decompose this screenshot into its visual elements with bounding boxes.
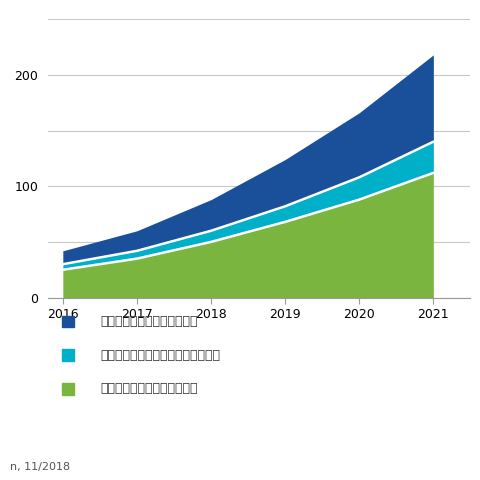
Text: クラウドシングルサインオン: クラウドシングルサインオン	[101, 315, 198, 328]
Text: n, 11/2018: n, 11/2018	[10, 462, 70, 472]
Text: クラウドセキュリティゲートウェイ: クラウドセキュリティゲートウェイ	[101, 348, 221, 362]
Text: その他クラウドセキュリティ: その他クラウドセキュリティ	[101, 382, 198, 396]
